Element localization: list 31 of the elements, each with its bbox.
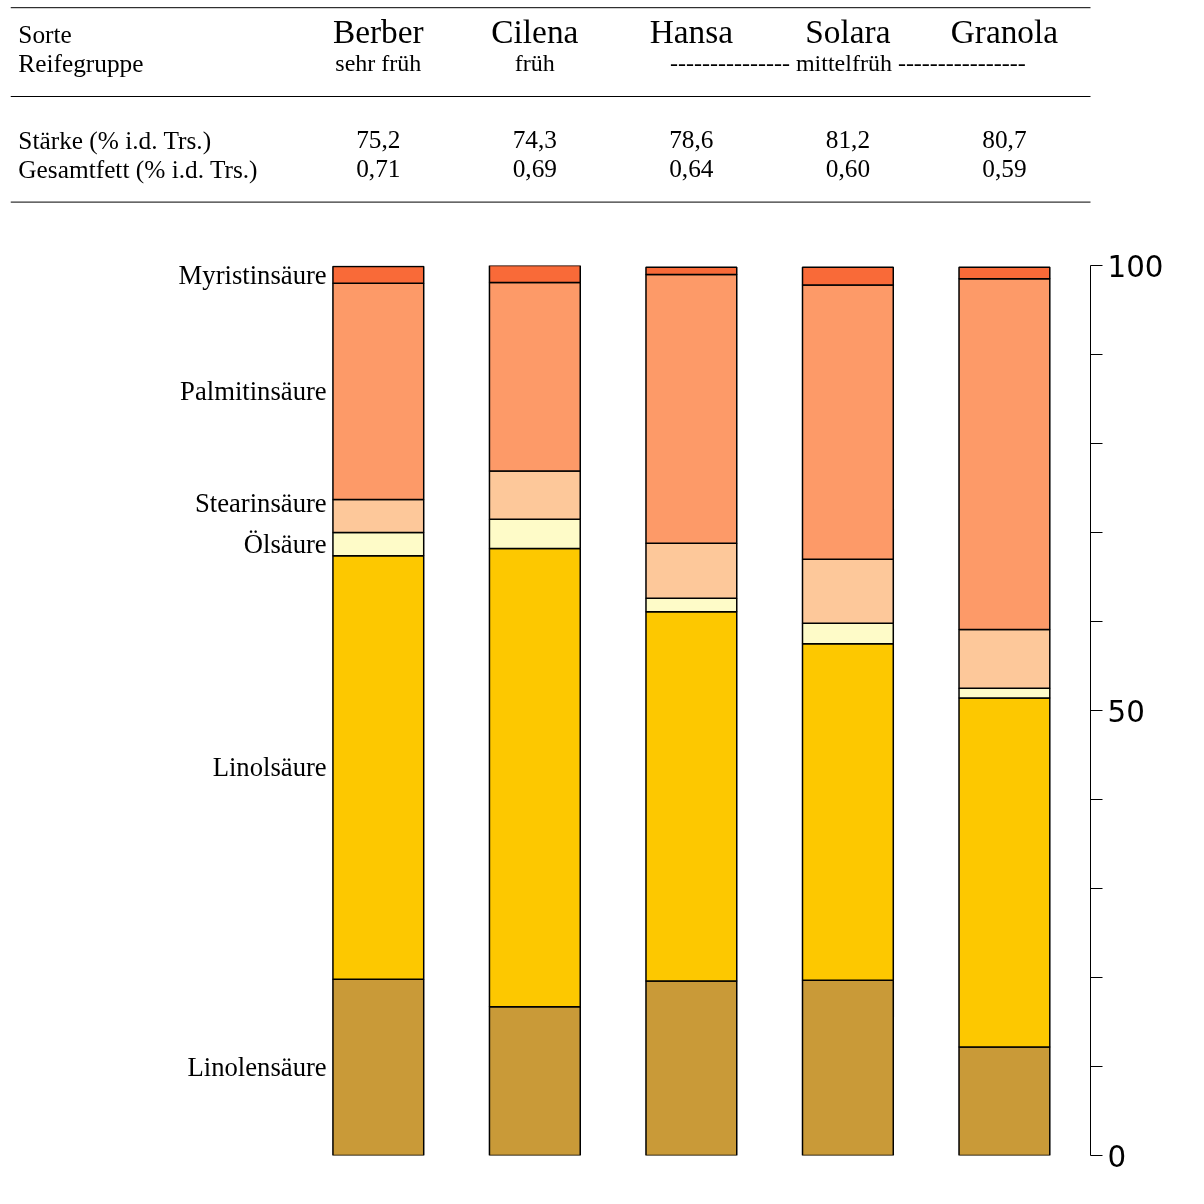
text: 81,2	[825, 125, 871, 154]
y-tick-label: 100	[1107, 249, 1164, 284]
x-tick-label: Berber	[332, 13, 424, 51]
text: Sorte	[18, 20, 72, 49]
text: 0,71	[356, 154, 401, 182]
text: 74,3	[512, 125, 558, 154]
series-label: Linolsäure	[212, 752, 327, 783]
text: 78,6	[669, 125, 714, 154]
text: 0,59	[982, 154, 1027, 182]
text: Gesamtfett (% i.d. Trs.)	[18, 154, 258, 184]
series-label: Myristinsäure	[178, 259, 327, 290]
text: Reifegruppe	[18, 48, 144, 77]
series-label: Linolensäure	[187, 1052, 327, 1083]
text: 80,7	[982, 125, 1027, 154]
x-tick-label: Granola	[950, 13, 1059, 51]
text: sehr früh	[335, 49, 422, 76]
series-label: Stearinsäure	[194, 488, 327, 519]
series-label: Palmitinsäure	[180, 376, 327, 407]
text: früh	[514, 49, 555, 76]
series-label: Ölsäure	[243, 529, 327, 560]
x-tick-label: Solara	[805, 13, 891, 51]
text: --------------- mittelfrüh ----------------	[670, 49, 1026, 76]
text: 0,60	[825, 154, 871, 182]
y-tick-label: 0	[1107, 1139, 1127, 1174]
x-tick-label: Cilena	[491, 13, 579, 51]
text: 0,64	[669, 154, 714, 182]
text: Stärke (% i.d. Trs.)	[18, 125, 212, 155]
text: 75,2	[356, 125, 401, 154]
x-tick-label: Hansa	[649, 13, 734, 51]
text: 0,69	[512, 154, 558, 182]
y-tick-label: 50	[1107, 694, 1145, 729]
